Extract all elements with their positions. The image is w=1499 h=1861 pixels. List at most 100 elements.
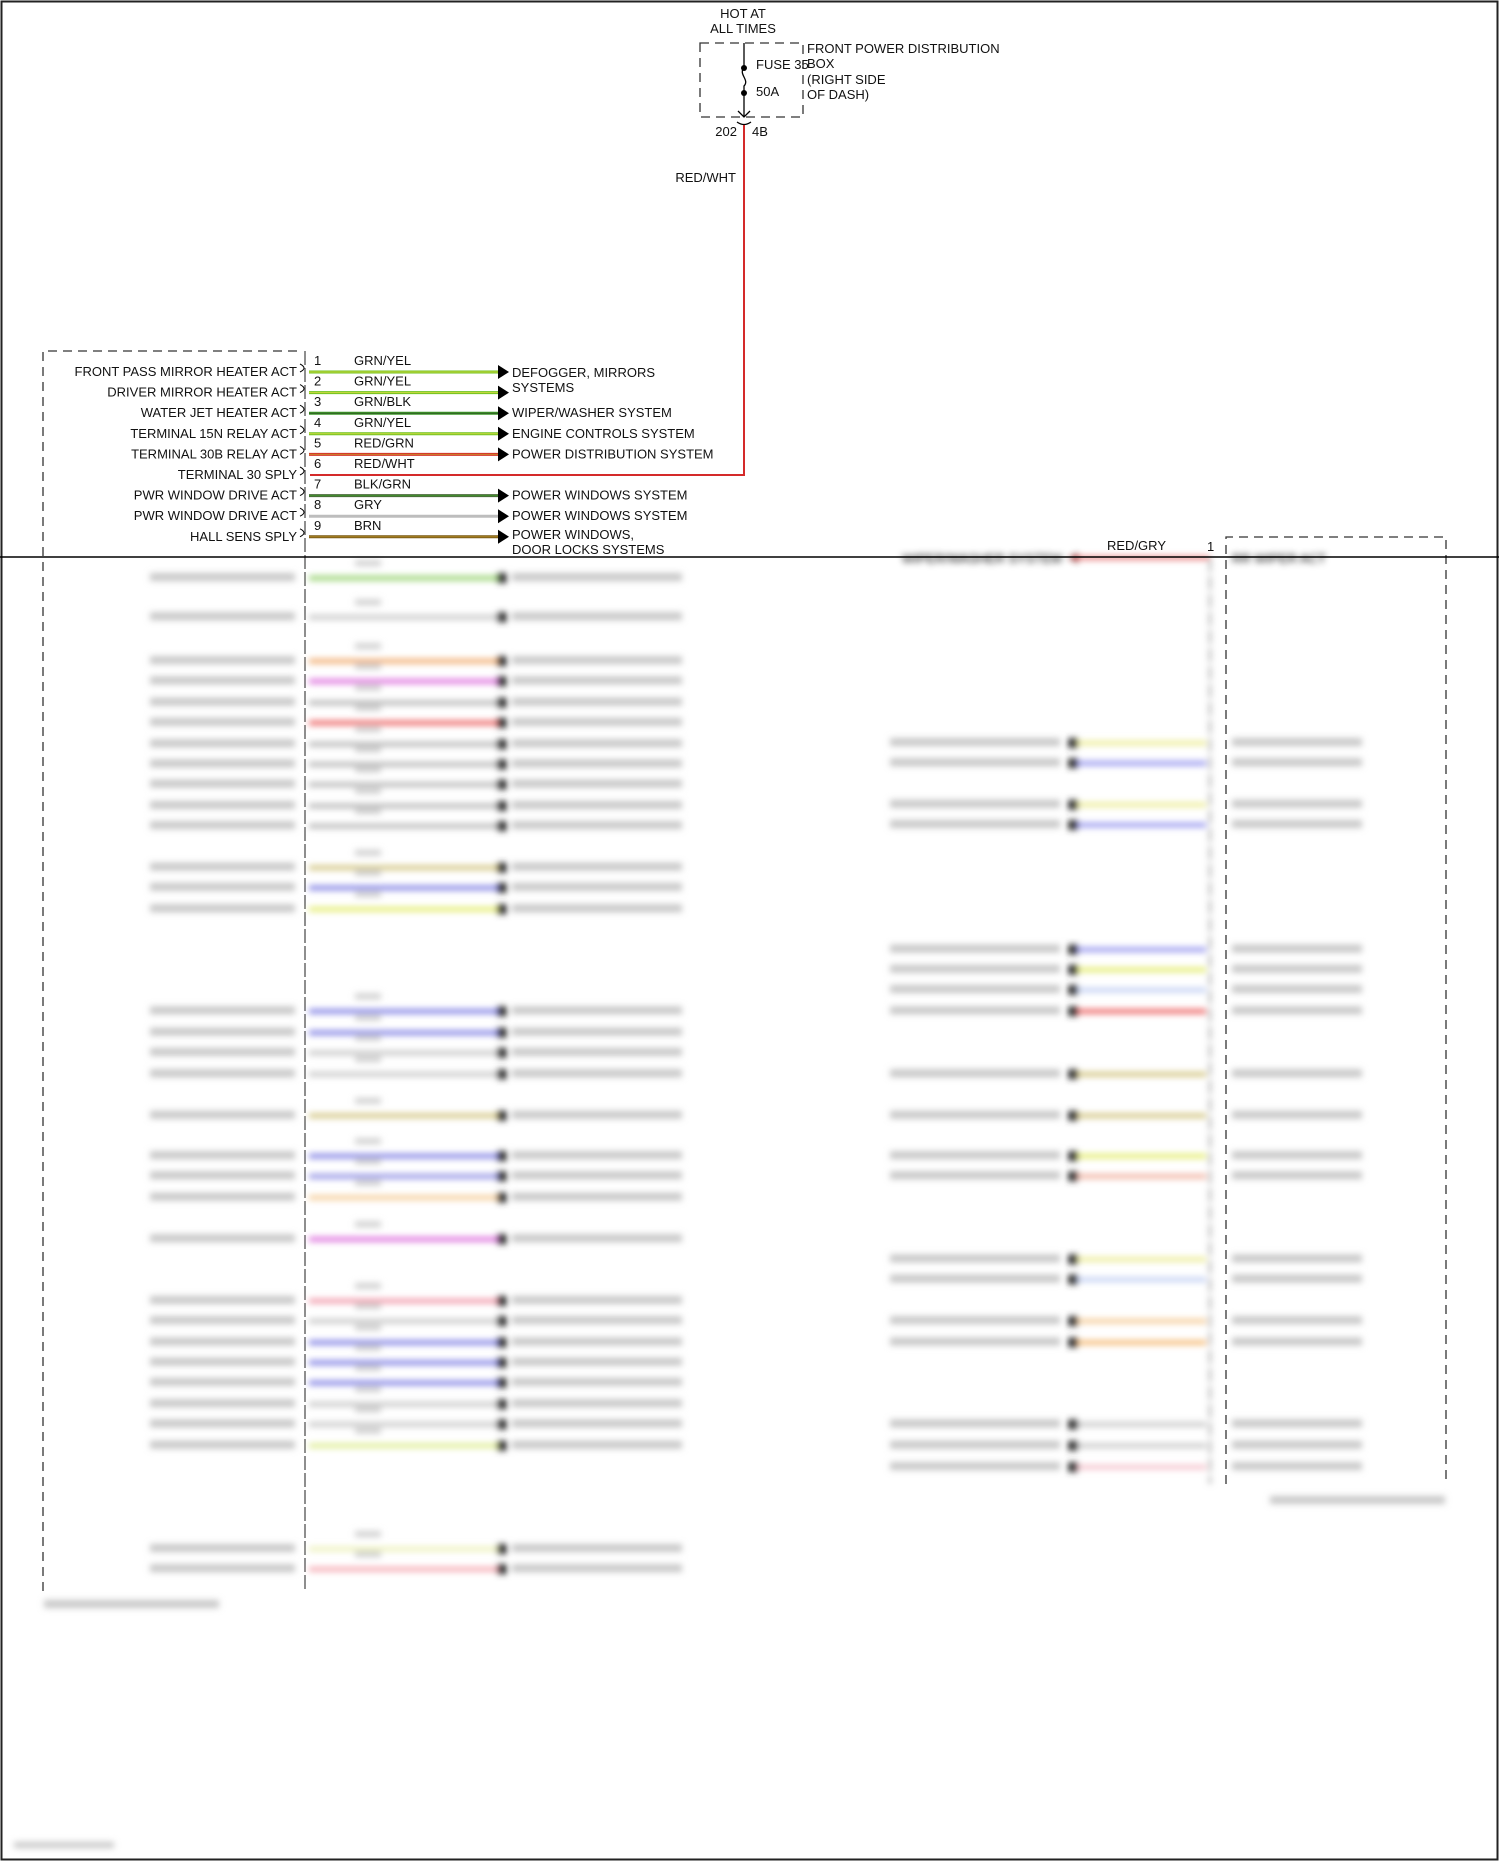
blurred-label <box>512 1069 682 1078</box>
connector-icon <box>299 466 305 476</box>
blurred-label <box>355 1056 381 1063</box>
fuse-block: HOT AT ALL TIMES FUSE 35 50A FRONT POWER… <box>675 6 999 185</box>
blurred-label <box>512 573 682 582</box>
blurred-label <box>355 1138 381 1145</box>
power-distribution-box-outline <box>699 42 804 118</box>
blurred-label <box>512 1234 682 1243</box>
blurred-label <box>890 1171 1060 1180</box>
pin-function: PWR WINDOW DRIVE ACT <box>134 508 297 523</box>
blurred-label <box>890 1440 1060 1449</box>
blurred-label <box>150 1069 295 1078</box>
connector-number: 202 <box>715 124 737 139</box>
blurred-label <box>355 1179 381 1186</box>
blurred-label <box>890 944 1060 953</box>
arrow-icon <box>498 385 509 400</box>
left-module-outline <box>42 350 303 1591</box>
blurred-label <box>890 1337 1060 1346</box>
blurred-label <box>355 560 381 567</box>
blurred-label <box>355 1034 381 1041</box>
blurred-arrow <box>1068 1274 1078 1285</box>
wire-color-label: RED/GRN <box>354 435 414 450</box>
blurred-label <box>1232 1006 1362 1015</box>
blurred-label <box>1232 1151 1362 1160</box>
blurred-label <box>512 1171 682 1180</box>
blurred-label <box>150 821 295 830</box>
blurred-label <box>512 862 682 871</box>
blurred-label <box>355 1344 381 1351</box>
blurred-label <box>512 656 682 665</box>
pin-number: 7 <box>314 477 321 492</box>
blurred-label <box>512 1192 682 1201</box>
destination-label-2: SYSTEMS <box>512 380 574 395</box>
blurred-label <box>1232 1254 1362 1263</box>
blurred-arrow <box>497 779 507 790</box>
blurred-label <box>890 1006 1060 1015</box>
blurred-arrow <box>1068 1316 1078 1327</box>
blurred-label <box>512 821 682 830</box>
blurred-label <box>512 1357 682 1366</box>
blurred-label <box>1232 964 1362 973</box>
blurred-label <box>150 800 295 809</box>
blurred-label <box>512 717 682 726</box>
blurred-label <box>355 1427 381 1434</box>
pin-row: WATER JET HEATER ACT 3 GRN/BLK WIPER/WASHER… <box>141 394 672 421</box>
pin-row: PWR WINDOW DRIVE ACT 8 GRY POWER WINDOWS SY… <box>134 497 688 524</box>
pin-function: TERMINAL 15N RELAY ACT <box>130 426 297 441</box>
blurred-label <box>150 1544 295 1553</box>
connector-icon <box>736 110 752 126</box>
blurred-arrow <box>497 1399 507 1410</box>
blurred-label <box>150 612 295 621</box>
blurred-arrow <box>497 1110 507 1121</box>
arrow-icon <box>498 365 509 379</box>
right-wire-color-label: RED/GRY <box>1107 538 1166 553</box>
blurred-label <box>150 1192 295 1201</box>
blurred-label <box>355 869 381 876</box>
blurred-label <box>512 1419 682 1428</box>
box-name-3: (RIGHT SIDE <box>807 72 886 87</box>
blurred-arrow <box>497 1337 507 1348</box>
blurred-arrow <box>497 573 507 584</box>
blurred-label <box>512 1295 682 1304</box>
blurred-label <box>512 1399 682 1408</box>
pin-number: 2 <box>314 374 321 389</box>
blurred-label <box>1232 944 1362 953</box>
blurred-label <box>512 1110 682 1119</box>
blurred-label <box>890 1254 1060 1263</box>
blurred-arrow <box>497 697 507 708</box>
blurred-arrow <box>497 1295 507 1306</box>
blurred-label <box>890 799 1060 808</box>
blurred-label <box>355 891 381 898</box>
blurred-label <box>150 656 295 665</box>
destination-label: DEFOGGER, MIRRORS <box>512 365 655 380</box>
blurred-arrow <box>497 759 507 770</box>
blurred-arrow <box>497 904 507 915</box>
blurred-label <box>512 739 682 748</box>
blurred-label <box>890 1110 1060 1119</box>
right-module: RED/GRY 1 <box>1107 536 1447 1484</box>
blurred-label <box>1232 1337 1362 1346</box>
pin-number: 8 <box>314 497 321 512</box>
hot-at-all-times-label-2: ALL TIMES <box>710 21 776 36</box>
blurred-arrow <box>497 1151 507 1162</box>
blurred-label <box>890 1462 1060 1471</box>
blurred-arrow <box>497 717 507 728</box>
connector-icon <box>299 363 305 373</box>
wire-color-label: GRN/YEL <box>354 415 411 430</box>
blurred-label <box>512 1027 682 1036</box>
blurred-arrow <box>497 739 507 750</box>
blurred-label <box>1232 1440 1362 1449</box>
blurred-arrow <box>1068 984 1078 995</box>
pin-row: TERMINAL 15N RELAY ACT 4 GRN/YEL ENGINE CON… <box>130 415 695 441</box>
connector-icon <box>299 425 305 435</box>
blurred-label <box>1232 1171 1362 1180</box>
wire-color-label: GRN/BLK <box>354 394 411 409</box>
blurred-label <box>150 1377 295 1386</box>
pin-row: FRONT PASS MIRROR HEATER ACT 1 GRN/YEL DEFO… <box>75 353 656 395</box>
blurred-label <box>150 1316 295 1325</box>
blurred-label <box>14 1842 114 1848</box>
blurred-arrow <box>1068 758 1078 769</box>
fuse-icon <box>741 67 747 93</box>
blurred-label <box>355 726 381 733</box>
blurred-label <box>355 704 381 711</box>
